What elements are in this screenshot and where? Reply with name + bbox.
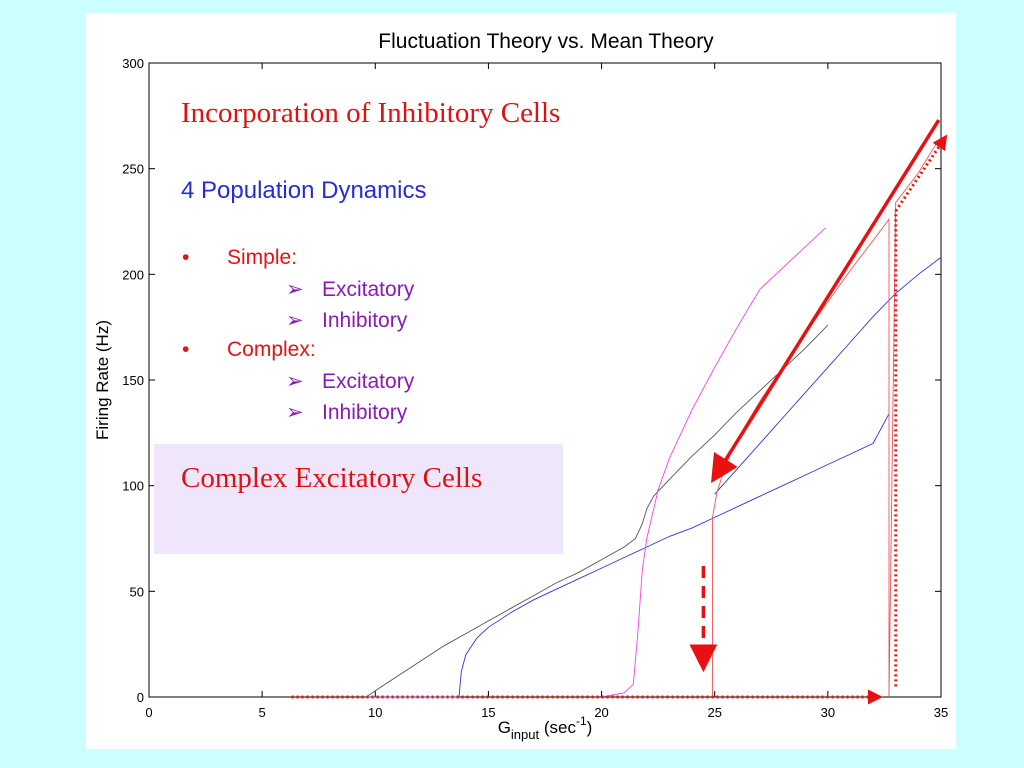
bullet-simple: • Simple: bbox=[182, 246, 297, 270]
bullet-dot: • bbox=[182, 338, 190, 361]
x-axis-label-exponent: -1 bbox=[576, 714, 587, 728]
y-tick-label: 250 bbox=[122, 162, 144, 177]
x-axis: 0 5 10 15 20 25 30 35 bbox=[145, 63, 948, 720]
series-line-4 bbox=[601, 227, 826, 698]
bullet-complex: • Complex: bbox=[182, 338, 316, 362]
annotation-arrow-1 bbox=[710, 119, 941, 484]
x-tick-label: 10 bbox=[368, 705, 382, 720]
y-axis: 0 50 100 150 200 250 300 bbox=[122, 56, 941, 705]
bullet-dot: • bbox=[182, 246, 190, 269]
sub-bullet-arrow-icon: ➢ bbox=[286, 309, 304, 332]
chart: Fluctuation Theory vs. Mean Theory 0 5 10 1… bbox=[93, 30, 948, 742]
x-tick-label: 25 bbox=[707, 705, 721, 720]
bullet-label: Complex: bbox=[227, 338, 316, 361]
y-tick-label: 150 bbox=[122, 373, 144, 388]
series-group bbox=[365, 143, 942, 698]
x-axis-label: Ginput (sec-1) bbox=[498, 714, 593, 742]
callout-text: Complex Excitatory Cells bbox=[181, 462, 483, 494]
x-axis-label-main: G bbox=[498, 718, 511, 737]
callout-box: Complex Excitatory Cells bbox=[154, 444, 563, 554]
sub-bullet-arrow-icon: ➢ bbox=[286, 401, 304, 424]
sub-bullet-simple-inhibitory: ➢ Inhibitory bbox=[286, 308, 407, 333]
x-tick-label: 0 bbox=[145, 705, 152, 720]
y-axis-label: Firing Rate (Hz) bbox=[93, 320, 112, 440]
x-tick-label: 35 bbox=[934, 705, 948, 720]
y-tick-label: 50 bbox=[130, 584, 144, 599]
series-line-5 bbox=[712, 143, 937, 698]
arrow-group bbox=[291, 119, 948, 705]
sub-bullet-label: Excitatory bbox=[322, 278, 415, 301]
sub-bullet-complex-excitatory: ➢ Excitatory bbox=[286, 369, 414, 394]
sub-bullet-label: Excitatory bbox=[322, 370, 415, 393]
sub-bullet-complex-inhibitory: ➢ Inhibitory bbox=[286, 400, 407, 425]
y-tick-label: 300 bbox=[122, 56, 144, 71]
bullet-label: Simple: bbox=[227, 246, 298, 269]
plot-frame bbox=[148, 62, 942, 698]
slide: Fluctuation Theory vs. Mean Theory 0 5 10 1… bbox=[86, 13, 956, 749]
sub-bullet-simple-excitatory: ➢ Excitatory bbox=[286, 277, 414, 302]
x-tick-label: 5 bbox=[259, 705, 266, 720]
slide-subheading: 4 Population Dynamics bbox=[181, 177, 427, 204]
x-tick-label: 20 bbox=[594, 705, 608, 720]
sub-bullet-label: Inhibitory bbox=[322, 309, 408, 332]
series-line-3 bbox=[714, 257, 942, 495]
chart-title: Fluctuation Theory vs. Mean Theory bbox=[378, 30, 714, 53]
slide-heading: Incorporation of Inhibitory Cells bbox=[181, 97, 561, 129]
sub-bullet-label: Inhibitory bbox=[322, 401, 408, 424]
x-tick-label: 15 bbox=[481, 705, 495, 720]
x-tick-label: 30 bbox=[821, 705, 835, 720]
sub-bullet-arrow-icon: ➢ bbox=[286, 278, 304, 301]
x-axis-label-sub: input bbox=[511, 727, 540, 742]
series-line-1 bbox=[365, 324, 829, 698]
series-line-2 bbox=[366, 413, 890, 698]
sub-bullet-arrow-icon: ➢ bbox=[286, 370, 304, 393]
x-axis-label-unit: (sec bbox=[539, 718, 576, 737]
x-axis-label-close: ) bbox=[587, 718, 593, 737]
y-tick-label: 0 bbox=[137, 690, 144, 705]
y-tick-label: 100 bbox=[122, 479, 144, 494]
y-tick-label: 200 bbox=[122, 267, 144, 282]
